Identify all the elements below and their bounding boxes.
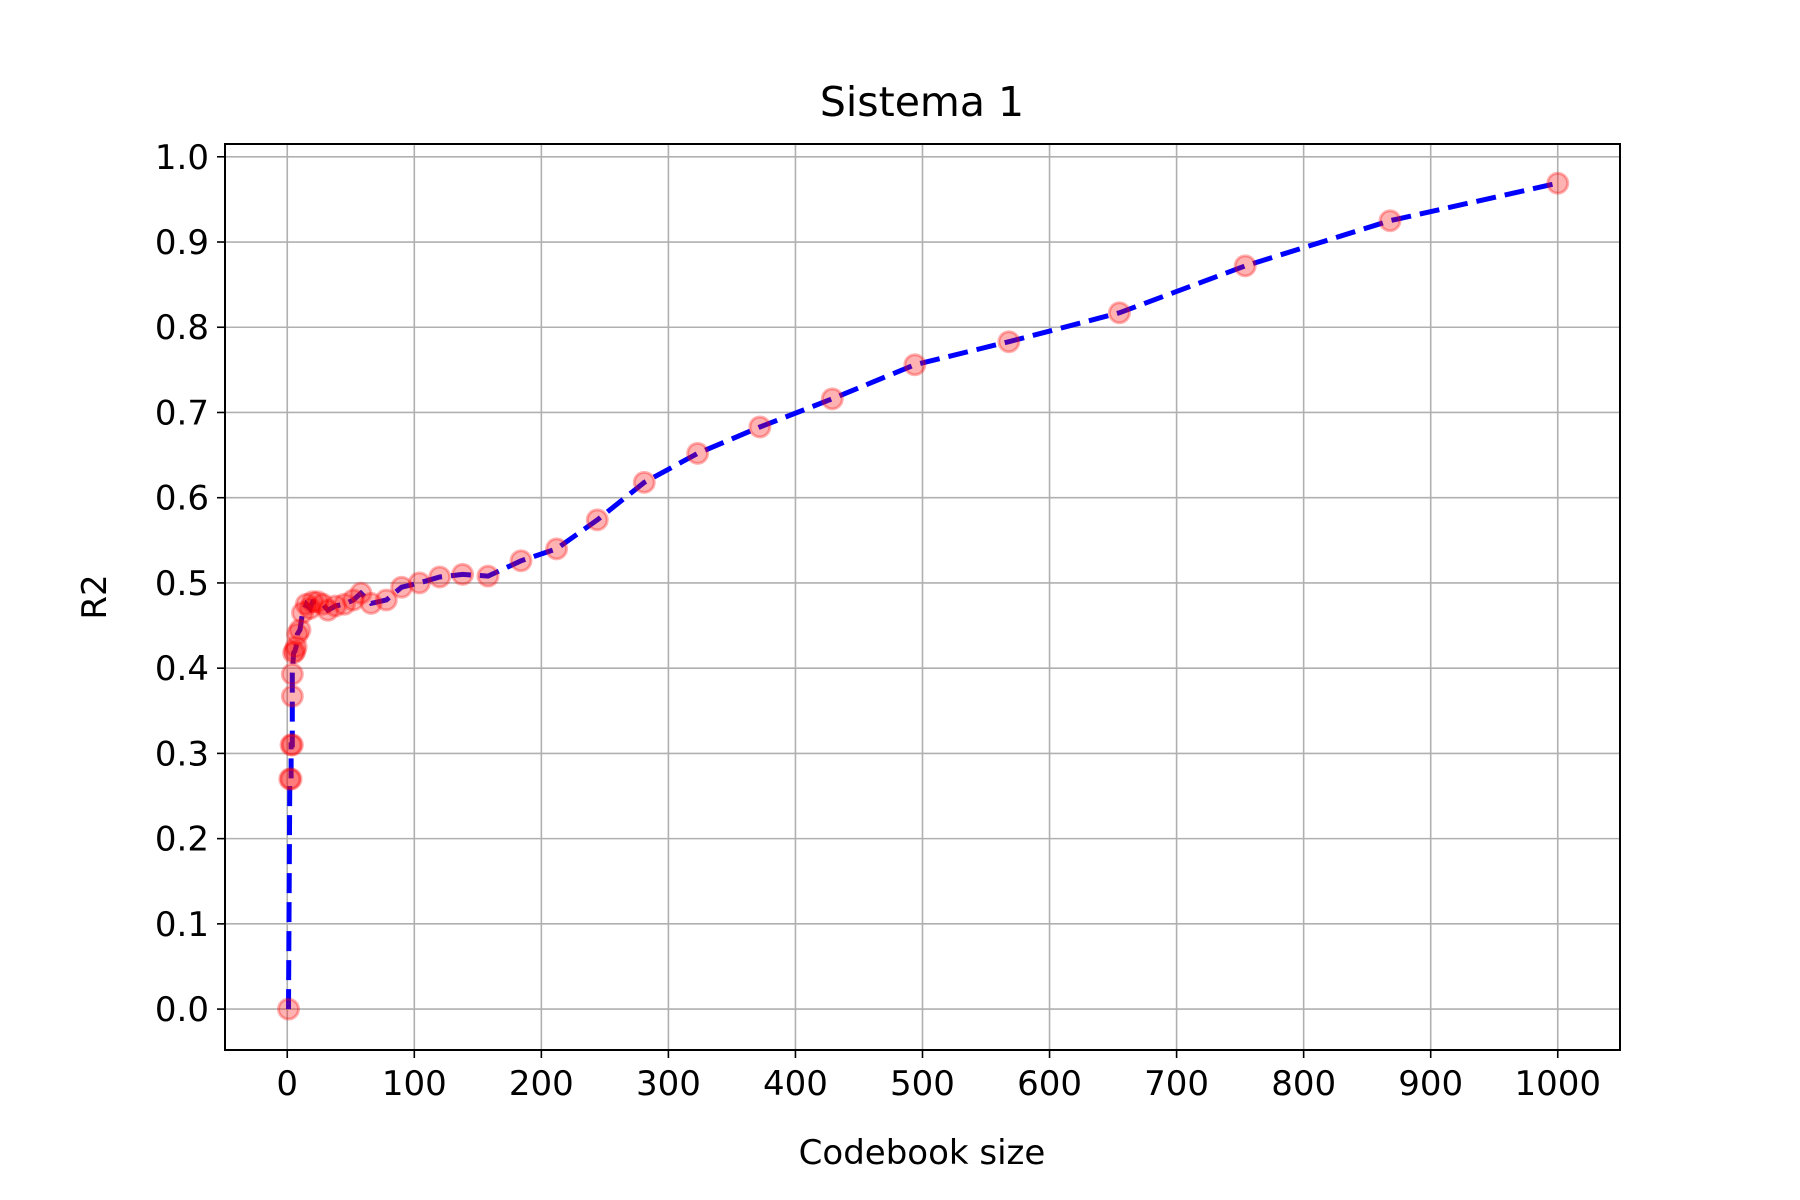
x-tick-label: 500 [890, 1064, 955, 1104]
y-tick-label: 0.6 [155, 479, 209, 519]
x-tick-label: 400 [763, 1064, 828, 1104]
y-tick-label: 0.1 [155, 905, 209, 945]
data-point [316, 598, 340, 622]
data-point [341, 588, 365, 612]
series-line [286, 180, 1559, 1010]
data-point [820, 387, 844, 411]
data-point [280, 662, 304, 686]
data-point [903, 353, 927, 377]
x-tick-label: 300 [636, 1064, 701, 1104]
x-tick-label: 0 [276, 1064, 298, 1104]
x-tick-label: 900 [1398, 1064, 1463, 1104]
y-tick-label: 1.0 [155, 138, 209, 178]
data-point [1546, 171, 1570, 195]
data-point [359, 591, 383, 615]
data-point [285, 622, 309, 646]
data-point [324, 594, 348, 618]
x-tick-label: 200 [509, 1064, 574, 1104]
data-point [1378, 209, 1402, 233]
data-point [279, 733, 303, 757]
data-point [311, 592, 335, 616]
data-point [428, 565, 452, 589]
y-tick-label: 0.3 [155, 734, 209, 774]
data-point [748, 415, 772, 439]
data-point [1233, 254, 1257, 278]
data-point [282, 641, 306, 665]
chart-title: Sistema 1 [820, 78, 1024, 126]
data-point [291, 601, 314, 625]
y-tick-label: 0.4 [155, 649, 209, 689]
x-tick-label: 800 [1271, 1064, 1336, 1104]
data-point [632, 470, 656, 494]
data-point [278, 767, 302, 791]
y-axis: 0.0 0.1 0.2 0.3 0.4 0.5 0.6 0.7 0.8 0.9 1.0 [155, 138, 225, 1030]
series-layer [277, 171, 1570, 1021]
data-point [997, 330, 1021, 354]
data-point [407, 571, 431, 595]
data-point [306, 590, 330, 614]
data-point [301, 590, 325, 614]
y-tick-label: 0.5 [155, 564, 209, 604]
y-tick-label: 0.7 [155, 393, 209, 433]
y-tick-label: 0.2 [155, 820, 209, 860]
data-point [332, 592, 356, 616]
data-point [279, 767, 303, 791]
y-tick-label: 0.9 [155, 223, 209, 263]
y-axis-label: R2 [75, 574, 115, 619]
data-point [374, 588, 398, 612]
x-axis-label: Codebook size [799, 1133, 1046, 1173]
data-point [545, 537, 569, 561]
data-point [298, 597, 322, 621]
grid [225, 144, 1620, 1050]
data-point [284, 635, 308, 659]
data-point [280, 733, 304, 757]
data-point [390, 575, 414, 599]
data-point [288, 618, 312, 642]
data-point [509, 549, 533, 573]
x-axis: 0 100 200 300 400 500 600 700 800 900 1000 [276, 1050, 1601, 1104]
y-tick-label: 0.8 [155, 308, 209, 348]
x-tick-label: 700 [1144, 1064, 1209, 1104]
data-point [294, 592, 318, 616]
data-point [283, 639, 307, 663]
data-point [280, 684, 304, 708]
data-point [1107, 301, 1131, 325]
data-point [686, 441, 710, 465]
data-point [585, 508, 609, 532]
data-point [349, 581, 373, 605]
data-point [476, 564, 500, 588]
x-tick-label: 1000 [1514, 1064, 1601, 1104]
data-point [277, 997, 301, 1021]
data-point [451, 562, 475, 586]
x-tick-label: 100 [382, 1064, 447, 1104]
y-tick-label: 0.0 [155, 990, 209, 1030]
x-tick-label: 600 [1017, 1064, 1082, 1104]
